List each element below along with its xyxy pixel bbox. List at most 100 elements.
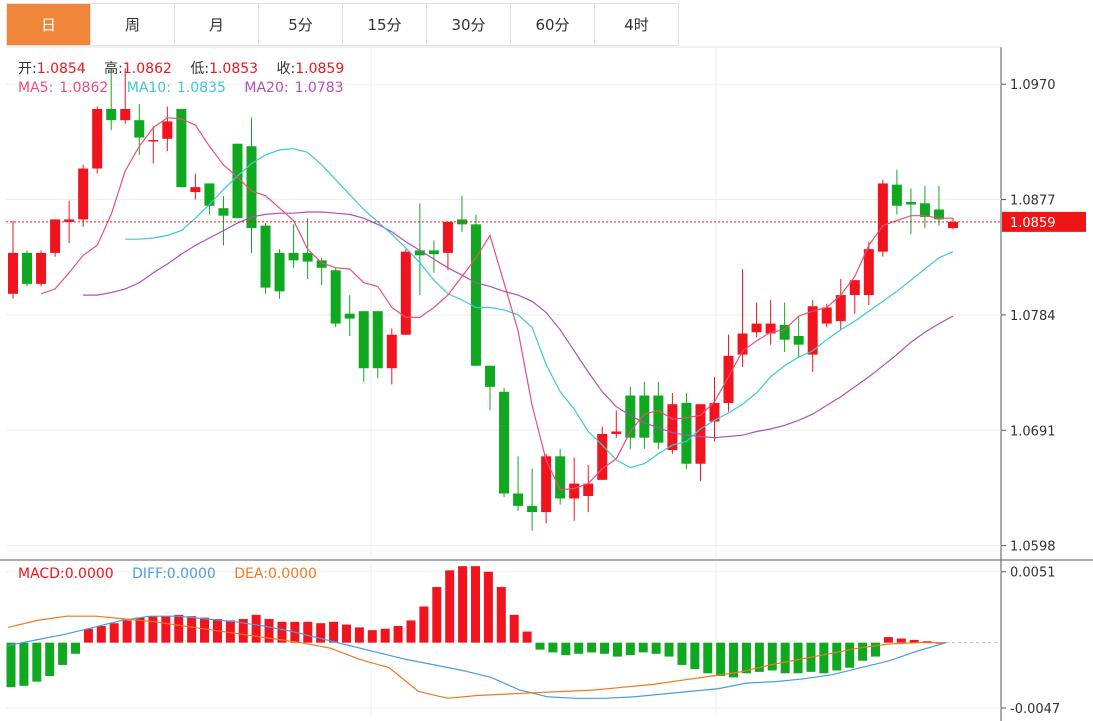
candle — [751, 302, 762, 338]
macd-bar — [135, 617, 145, 643]
macd-bar — [832, 642, 842, 671]
macd-bar — [858, 642, 868, 661]
candle-body — [583, 483, 594, 496]
candle — [639, 381, 650, 449]
ma20-line — [83, 211, 954, 439]
last-price-tag — [1002, 211, 1086, 232]
macd-bar — [367, 630, 377, 643]
tab-5[interactable]: 30分 — [427, 4, 511, 45]
macd-bar — [174, 614, 184, 643]
macd-bar — [148, 616, 158, 643]
candle-body — [639, 395, 650, 438]
ma10-label: MA10: — [126, 80, 171, 96]
candle-body — [456, 219, 467, 225]
tab-3[interactable]: 5分 — [259, 4, 343, 45]
candle — [555, 448, 566, 505]
tab-0[interactable]: 日 — [7, 4, 91, 45]
macd-bar — [664, 642, 674, 657]
candle — [569, 457, 580, 521]
macd-bar — [651, 642, 661, 654]
macd-bar — [587, 642, 597, 653]
candle — [162, 106, 173, 152]
ma5-label: MA5: — [18, 80, 54, 96]
sub-ytick-label-0: 0.0051 — [1010, 566, 1056, 581]
macd-bar — [251, 614, 261, 643]
candle — [274, 249, 285, 299]
candle-body — [302, 252, 313, 262]
macd-bar — [522, 631, 532, 643]
candle — [779, 302, 790, 353]
candle-body — [134, 120, 145, 138]
macd-bar — [741, 642, 751, 674]
macd-bar — [393, 625, 403, 643]
candle — [92, 106, 103, 174]
candle — [22, 250, 33, 287]
candle-body — [765, 323, 776, 334]
candle-body — [667, 404, 678, 451]
candle — [372, 311, 383, 379]
candle — [64, 200, 75, 243]
macd-bar — [729, 642, 739, 678]
ma5-line — [40, 117, 953, 491]
low-value: 1.0853 — [209, 61, 259, 77]
candle-body — [905, 202, 916, 205]
timeframe-tabs: 日周月 5分 15分 30分 60分 4时 — [6, 3, 679, 46]
candle-body — [148, 140, 159, 142]
tab-2[interactable]: 月 — [175, 4, 259, 45]
macd-bar — [612, 642, 622, 657]
macd-bar — [716, 642, 726, 677]
candle-body — [190, 187, 201, 193]
macd-bar — [458, 566, 468, 643]
macd-bar — [574, 642, 584, 654]
candle-body — [288, 252, 299, 261]
candle — [877, 179, 888, 257]
candle-body — [653, 395, 664, 443]
candle — [36, 250, 47, 287]
macd-bar — [406, 620, 416, 643]
candle — [428, 240, 439, 273]
candle — [232, 143, 243, 219]
macd-bar — [638, 642, 648, 653]
candle-body — [246, 146, 257, 229]
tab-4[interactable]: 15分 — [343, 4, 427, 45]
candle — [723, 334, 734, 412]
macd-bar — [677, 642, 687, 665]
candle-body — [569, 483, 580, 499]
macd-bar — [45, 642, 55, 677]
low-label: 低: — [190, 61, 210, 77]
candle — [863, 241, 874, 305]
candle-body — [372, 311, 383, 369]
high-value: 1.0862 — [122, 61, 172, 77]
candle-body — [933, 209, 944, 220]
macd-bar — [225, 620, 235, 643]
macd-bar — [690, 642, 700, 670]
candle-body — [597, 433, 608, 480]
candle — [583, 464, 594, 513]
tab-6[interactable]: 60分 — [511, 4, 595, 45]
candle — [695, 404, 706, 482]
candle-body — [821, 307, 832, 324]
ytick-label-3: 1.0691 — [1010, 424, 1056, 439]
macd-bar — [445, 570, 455, 643]
candle — [106, 68, 117, 131]
macd-bar — [780, 642, 790, 674]
macd-bar — [58, 642, 68, 665]
candle-body — [470, 224, 481, 366]
candle-body — [835, 295, 846, 322]
candle-body — [541, 456, 552, 513]
candle-body — [316, 260, 327, 268]
candle — [330, 267, 341, 328]
macd-bar — [71, 642, 81, 654]
macd-bar — [703, 642, 713, 674]
diff-label: DIFF: — [132, 566, 167, 582]
candle-body — [919, 203, 930, 217]
candle-body — [176, 109, 187, 188]
ohlc-info: 开:1.0854 高:1.0862 低:1.0853 收:1.0859 — [18, 58, 344, 78]
tab-1[interactable]: 周 — [91, 4, 175, 45]
tab-7[interactable]: 4时 — [595, 4, 679, 45]
macd-bar — [83, 628, 93, 643]
macd-value: 0.0000 — [64, 566, 114, 582]
candle — [541, 453, 552, 524]
candle — [148, 126, 159, 164]
candle-body — [863, 249, 874, 296]
